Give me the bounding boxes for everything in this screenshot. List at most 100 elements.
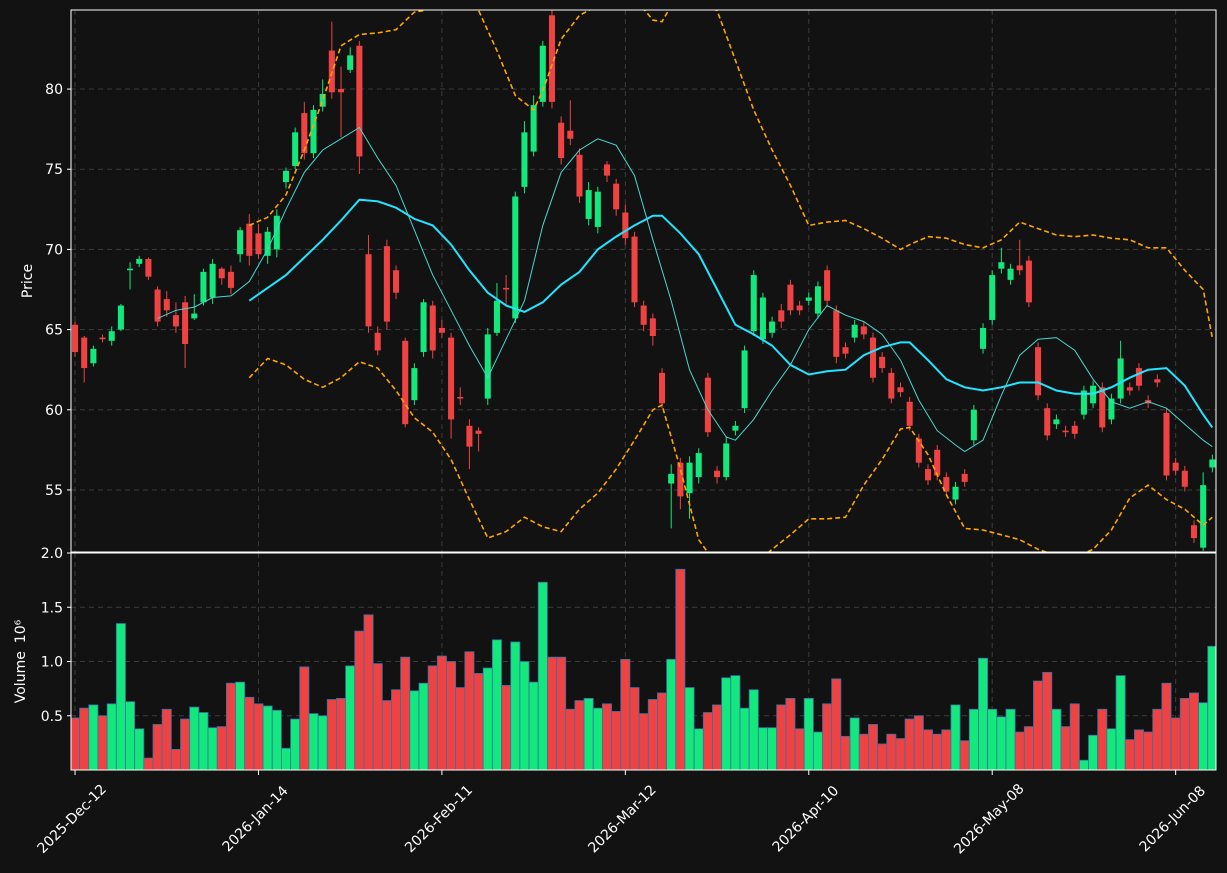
candle-body (613, 183, 620, 210)
candle-body (347, 55, 354, 70)
volume-bar (216, 726, 227, 770)
volume-bar (1023, 726, 1034, 770)
candle-body (704, 377, 711, 433)
volume-bar (978, 657, 989, 770)
candle-body (310, 109, 317, 154)
volume-bar (675, 568, 686, 770)
volume-bar (491, 639, 502, 770)
volume-bar (840, 735, 851, 770)
volume-bar (280, 747, 291, 770)
candle-body (154, 289, 161, 322)
candle-body (429, 305, 436, 351)
volume-bar (400, 656, 411, 770)
volume-frame (70, 552, 1217, 771)
volume-bar (88, 704, 99, 770)
volume-bar (565, 708, 576, 770)
candle-body (292, 132, 299, 167)
volume-bar (125, 701, 136, 770)
volume-bar (1005, 708, 1016, 770)
volume-bar (519, 661, 530, 770)
y-tick-label: 2.0 (41, 546, 63, 562)
volume-bar (299, 666, 310, 770)
volume-bar (436, 655, 447, 770)
candle-body (282, 170, 290, 183)
candle-body (888, 372, 895, 399)
candle-body (649, 318, 656, 337)
candle-body (869, 337, 877, 378)
volume-marks (71, 568, 1216, 770)
candle-body (237, 230, 244, 255)
candle-body (1007, 268, 1014, 280)
candle-body (108, 331, 115, 341)
volume-bar (812, 731, 823, 770)
volume-bar (629, 687, 640, 770)
volume-bar (363, 614, 374, 770)
candle-body (163, 299, 170, 311)
volume-bar (583, 697, 594, 770)
candle-body (1080, 390, 1087, 415)
volume-bar (932, 733, 943, 770)
y-axis-title: Volume 10⁶ (13, 619, 29, 703)
volume-bar (180, 718, 191, 770)
candle-body (530, 105, 537, 152)
volume-bar (1124, 739, 1135, 770)
candle-body (172, 315, 179, 327)
volume-bar (381, 700, 392, 770)
candle-body (741, 350, 748, 409)
candle-body (1209, 459, 1216, 468)
volume-bar (1115, 675, 1126, 770)
volume-bar (730, 675, 741, 770)
candle-body (548, 15, 555, 102)
candle-body (1062, 430, 1069, 433)
candle-body (659, 372, 666, 404)
candle-body (1190, 525, 1198, 539)
volume-bar (464, 651, 475, 770)
volume-bar (528, 681, 539, 770)
candle-body (200, 271, 207, 303)
volume-bar (1014, 731, 1025, 770)
candle-body (970, 409, 977, 441)
candle-body (1035, 347, 1042, 396)
candle-body (484, 334, 491, 399)
overlay-line (157, 126, 1213, 453)
volume-bar (877, 743, 888, 770)
candle-body (695, 453, 702, 478)
candle-body (603, 164, 611, 176)
volume-bar (354, 630, 365, 770)
candle-body (1108, 398, 1115, 420)
candle-body (631, 236, 638, 303)
candle-body (1053, 419, 1060, 425)
volume-bar (849, 717, 860, 770)
y-tick-label: 65 (45, 323, 63, 339)
candle-body (218, 268, 225, 279)
candle-body (512, 196, 519, 319)
candle-body (558, 122, 565, 159)
volume-bar (1161, 682, 1172, 770)
volume-bar (748, 689, 759, 770)
volume-bar (446, 661, 457, 770)
candle-body (934, 449, 941, 476)
candle-body (493, 300, 500, 333)
volume-bar (326, 699, 337, 770)
volume-bar (647, 699, 658, 770)
candle-body (833, 310, 840, 357)
price-marks (72, 10, 1216, 552)
candle-body (759, 297, 766, 340)
candle-body (319, 93, 326, 107)
volume-bar (106, 703, 117, 770)
candle-body (81, 337, 88, 369)
volume-bar (702, 712, 713, 770)
candle-body (1025, 260, 1032, 303)
candle-body (750, 275, 757, 332)
volume-bar (1051, 708, 1062, 770)
y-tick-label: 1.0 (41, 655, 63, 671)
candle-body (924, 469, 932, 481)
y-axis-title-text: Volume (13, 651, 29, 703)
volume-bar (189, 706, 200, 770)
candle-body (769, 321, 776, 333)
candle-body (457, 396, 464, 399)
volume-bar (198, 712, 209, 770)
candle-body (374, 332, 381, 351)
candle-body (420, 302, 427, 353)
candle-body (824, 270, 831, 301)
